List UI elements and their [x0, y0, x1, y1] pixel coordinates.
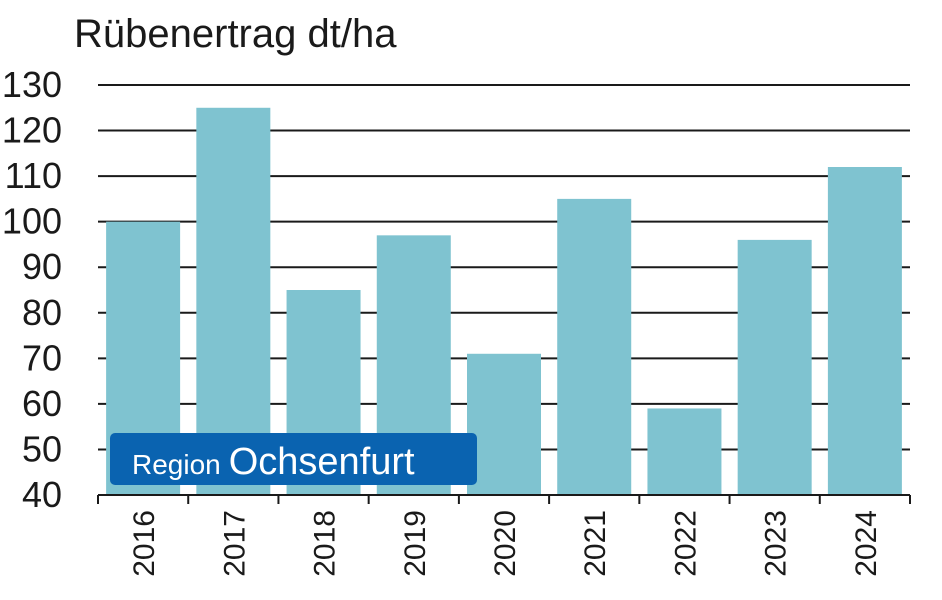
x-tick-label: 2022: [669, 510, 702, 577]
y-tick-label: 100: [2, 201, 62, 242]
bar-2024: [827, 167, 902, 495]
x-tick-label: 2019: [399, 510, 432, 577]
region-badge: Region Ochsenfurt: [110, 433, 477, 485]
x-tick-label: 2016: [128, 510, 161, 577]
y-tick-label: 50: [22, 428, 62, 469]
y-tick-label: 110: [5, 155, 62, 196]
y-tick-label: 80: [22, 292, 62, 333]
region-badge-text: Region Ochsenfurt: [132, 441, 415, 483]
bar-2020: [467, 353, 541, 495]
y-tick-label: 70: [22, 337, 62, 378]
y-tick-label: 60: [22, 383, 62, 424]
bars: [106, 107, 902, 496]
x-tick-label: 2020: [489, 510, 522, 577]
x-axis: [97, 494, 911, 504]
region-badge-background: [110, 433, 477, 485]
y-tick-label: 40: [22, 474, 62, 515]
x-axis-ticks: 2016 2017 2018 2019 2020 2021 2022 2023 2024: [128, 510, 883, 577]
y-tick-label: 120: [2, 110, 62, 151]
chart-title: Rübenertrag dt/ha: [74, 12, 397, 56]
bar-2021: [557, 198, 632, 495]
region-badge-name: Ochsenfurt: [229, 441, 415, 483]
bar-2022: [647, 408, 722, 495]
bar-2017: [196, 107, 271, 496]
x-tick-label: 2023: [760, 510, 793, 577]
x-tick-label: 2017: [218, 510, 251, 577]
region-badge-prefix: Region: [132, 449, 221, 480]
y-tick-label: 130: [2, 64, 62, 105]
x-tick-label: 2018: [309, 510, 342, 577]
y-tick-label: 90: [22, 246, 62, 287]
bar-2023: [737, 239, 812, 495]
x-tick-label: 2024: [850, 510, 883, 577]
x-tick-label: 2021: [579, 510, 612, 577]
